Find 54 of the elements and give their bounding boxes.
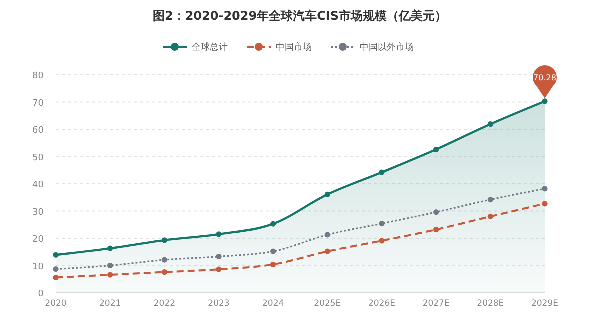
x-tick-label: 2024 bbox=[262, 299, 284, 309]
x-tick-label: 2022 bbox=[154, 299, 176, 309]
point bbox=[108, 272, 114, 278]
y-tick-label: 50 bbox=[32, 153, 44, 164]
point bbox=[162, 238, 168, 244]
point bbox=[434, 210, 440, 216]
legend-label: 中国以外市场 bbox=[360, 42, 414, 53]
point bbox=[379, 170, 385, 176]
point bbox=[379, 238, 385, 244]
point bbox=[108, 246, 114, 252]
point bbox=[270, 248, 276, 254]
chart-title: 图2：2020-2029年全球汽车CIS市场规模（亿美元） bbox=[152, 9, 448, 23]
point bbox=[324, 232, 330, 238]
point bbox=[162, 269, 168, 276]
point bbox=[216, 266, 222, 272]
point bbox=[542, 201, 548, 207]
annotation: 70.28 bbox=[534, 73, 556, 82]
point bbox=[216, 232, 222, 238]
y-tick-label: 60 bbox=[32, 126, 44, 136]
point bbox=[53, 274, 59, 281]
point bbox=[324, 248, 330, 254]
x-tick-label: 2020 bbox=[45, 299, 67, 309]
point bbox=[162, 257, 168, 263]
point bbox=[379, 220, 385, 227]
point bbox=[542, 98, 548, 104]
y-tick-label: 80 bbox=[32, 72, 44, 82]
x-tick-label: 2027E bbox=[422, 299, 450, 309]
point bbox=[53, 252, 59, 258]
point bbox=[324, 192, 330, 198]
point bbox=[108, 262, 114, 269]
legend-label: 中国市场 bbox=[276, 42, 312, 53]
point bbox=[434, 226, 440, 233]
point bbox=[53, 266, 59, 272]
point bbox=[270, 262, 276, 268]
point bbox=[488, 214, 494, 220]
y-tick-label: 20 bbox=[32, 235, 44, 245]
x-tick-label: 2029E bbox=[531, 299, 559, 309]
y-tick-label: 70 bbox=[32, 98, 44, 109]
point bbox=[488, 197, 494, 203]
y-tick-label: 30 bbox=[32, 208, 44, 218]
x-tick-label: 2021 bbox=[100, 299, 122, 309]
x-tick-label: 2023 bbox=[208, 299, 230, 309]
y-tick-label: 0 bbox=[38, 290, 44, 300]
x-tick-label: 2026E bbox=[368, 299, 396, 309]
y-tick-label: 10 bbox=[32, 262, 44, 272]
point bbox=[216, 254, 222, 260]
y-tick-label: 40 bbox=[32, 180, 44, 190]
legend-label: 全球总计 bbox=[192, 42, 228, 53]
point bbox=[434, 146, 440, 152]
x-tick-label: 2028E bbox=[477, 299, 504, 309]
point bbox=[542, 186, 548, 192]
x-tick-label: 2025E bbox=[314, 299, 342, 309]
point bbox=[270, 221, 276, 227]
point bbox=[488, 122, 494, 128]
